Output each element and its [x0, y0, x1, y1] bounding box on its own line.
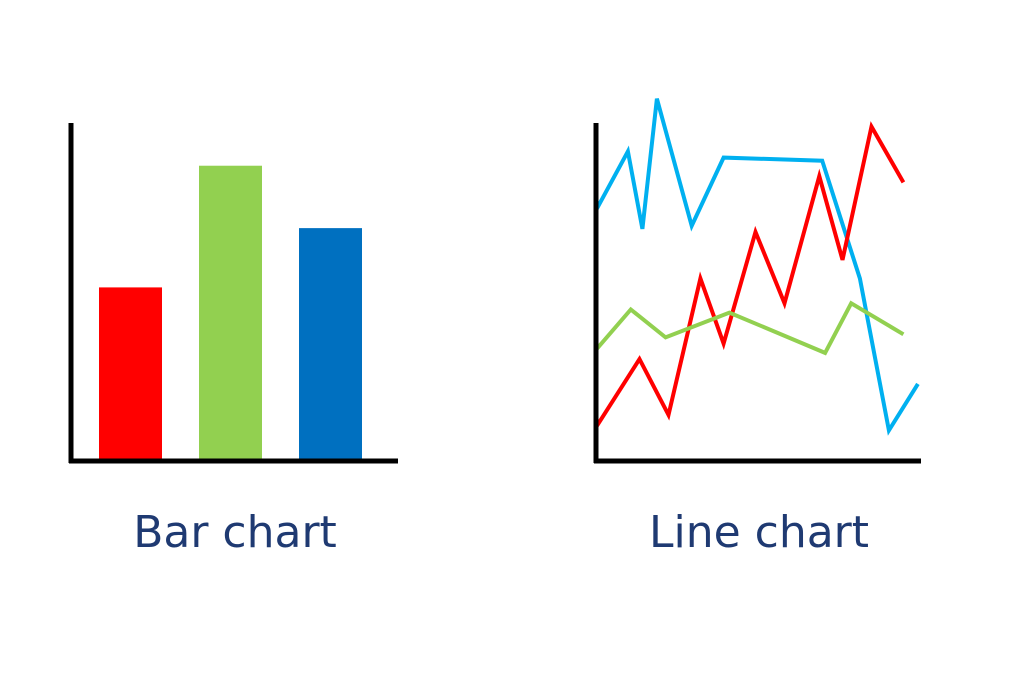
bar-3 [299, 228, 362, 459]
line-series-2 [594, 121, 906, 429]
line-marks [594, 98, 920, 436]
bar-1 [99, 287, 162, 459]
bar-2 [199, 165, 262, 459]
bar-chart [68, 123, 398, 464]
bar-marks [99, 165, 362, 459]
line-series-3 [594, 300, 905, 356]
bar-chart-caption: Bar chart [133, 507, 337, 558]
line-series-1 [594, 98, 920, 436]
line-chart [593, 98, 921, 464]
line-chart-caption: Line chart [648, 507, 870, 558]
